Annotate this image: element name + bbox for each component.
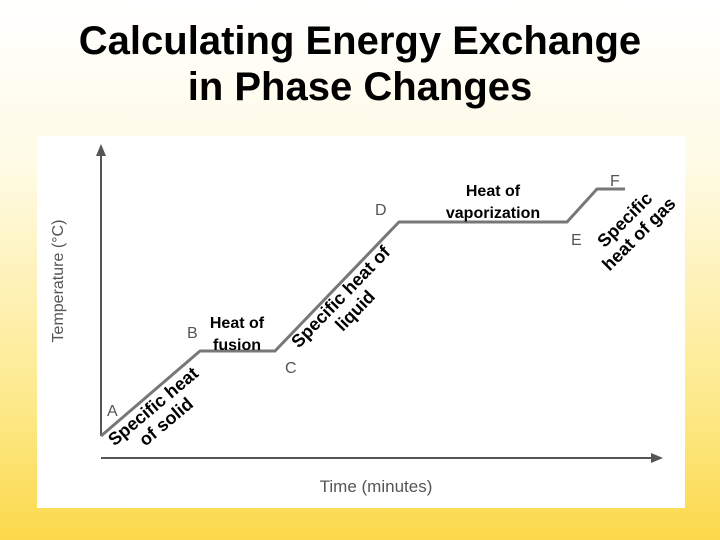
point-c-label: C [285,360,297,377]
heating-curve-panel: Temperature (°C) Time (minutes) A B C D … [37,136,685,508]
heat-of-vaporization-line-1: Heat of [466,183,521,200]
title-line-1: Calculating Energy Exchange [78,19,642,63]
y-axis-label: Temperature (°C) [50,220,67,343]
y-axis-arrowhead [96,144,106,156]
x-axis-arrowhead [651,453,663,463]
heat-of-vaporization-line-2: vaporization [446,205,540,222]
x-axis-label: Time (minutes) [320,477,433,496]
specific-heat-liquid-line-1: Specific heat of [287,241,394,351]
title-line-2: in Phase Changes [187,65,533,109]
heating-curve-diagram: Temperature (°C) Time (minutes) A B C D … [50,144,680,496]
point-b-label: B [187,325,198,342]
point-e-label: E [571,232,582,249]
heat-of-fusion-line-1: Heat of [210,315,265,332]
point-a-label: A [107,403,118,420]
heating-curve-line [100,187,625,438]
point-d-label: D [375,202,387,219]
point-f-label: F [610,173,620,190]
slide-title: Calculating Energy Exchange in Phase Cha… [0,18,720,110]
heat-of-fusion-line-2: fusion [213,337,261,354]
